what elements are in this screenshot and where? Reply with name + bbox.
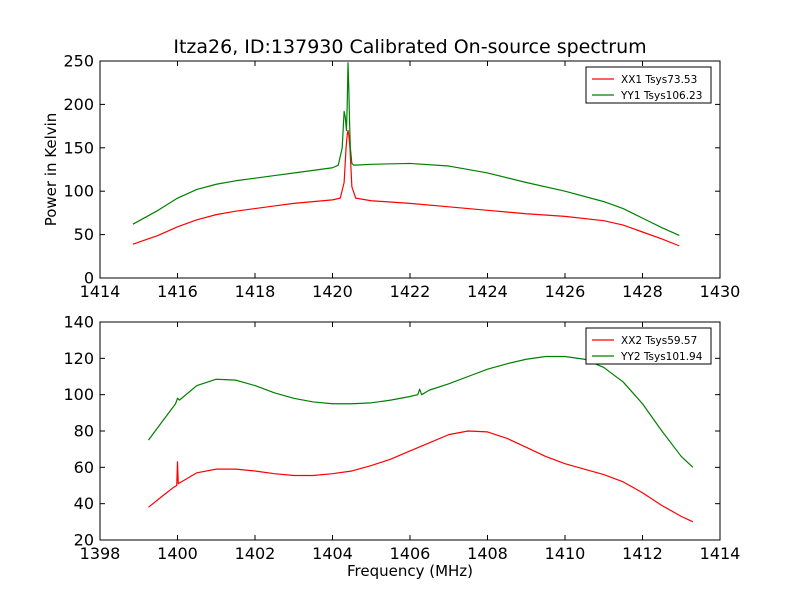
series-line-xx2: [148, 430, 694, 523]
y-tick-label: 40: [74, 494, 94, 513]
y-tick-label: 20: [74, 531, 94, 550]
figure-title: Itza26, ID:137930 Calibrated On-source s…: [173, 36, 646, 58]
x-tick-label: 1412: [622, 544, 663, 563]
x-tick-label: 1402: [235, 544, 276, 563]
x-tick-label: 1426: [545, 282, 586, 301]
series-line-yy1: [132, 62, 680, 237]
legend-entry: XX2 Tsys59.57: [621, 335, 697, 347]
x-tick-label: 1398: [80, 544, 121, 563]
legend: XX2 Tsys59.57 YY2 Tsys101.94: [585, 327, 712, 365]
x-tick-label: 1424: [467, 282, 508, 301]
x-tick-label: 1418: [235, 282, 276, 301]
legend-box: [585, 327, 712, 365]
y-tick-label: 100: [63, 182, 94, 201]
x-axis-label: Frequency (MHz): [347, 562, 473, 580]
x-tick-label: 1428: [622, 282, 663, 301]
y-tick-label: 100: [63, 385, 94, 404]
x-tick-label: 1406: [390, 544, 431, 563]
y-tick-label: 50: [74, 225, 94, 244]
legend-entry: XX1 Tsys73.53: [621, 74, 697, 86]
top-plot: 1414 1416 1418 1420 1422 1424 1426 1428 1430 0 50 1…: [42, 52, 740, 302]
x-tick-label: 1430: [700, 282, 741, 301]
x-tick-label: 1422: [390, 282, 431, 301]
y-tick-label: 60: [74, 458, 94, 477]
y-tick-label: 120: [63, 349, 94, 368]
x-tick-label: 1414: [80, 282, 121, 301]
bottom-plot: 1398 1400 1402 1404 1406 1408 1410 1412 1414 20 40…: [63, 313, 740, 581]
x-tick-label: 1400: [157, 544, 198, 563]
legend-box: [585, 66, 712, 104]
y-tick-label: 250: [63, 52, 94, 71]
legend-entry: YY1 Tsys106.23: [620, 90, 702, 102]
y-tick-label: 200: [63, 95, 94, 114]
x-tick-label: 1408: [467, 544, 508, 563]
y-tick-label: 80: [74, 422, 94, 441]
x-tick-label: 1420: [312, 282, 353, 301]
legend-entry: YY2 Tsys101.94: [620, 351, 703, 363]
y-tick-label: 0: [84, 269, 94, 288]
y-tick-label: 150: [63, 138, 94, 157]
y-axis-label: Power in Kelvin: [42, 113, 60, 227]
x-tick-label: 1410: [545, 544, 586, 563]
x-tick-label: 1416: [157, 282, 198, 301]
legend: XX1 Tsys73.53 YY1 Tsys106.23: [585, 66, 712, 104]
series-line-xx1: [132, 129, 680, 247]
series-group: [132, 62, 680, 247]
y-tick-label: 140: [63, 313, 94, 332]
x-tick-label: 1404: [312, 544, 353, 563]
x-tick-label: 1414: [700, 544, 741, 563]
